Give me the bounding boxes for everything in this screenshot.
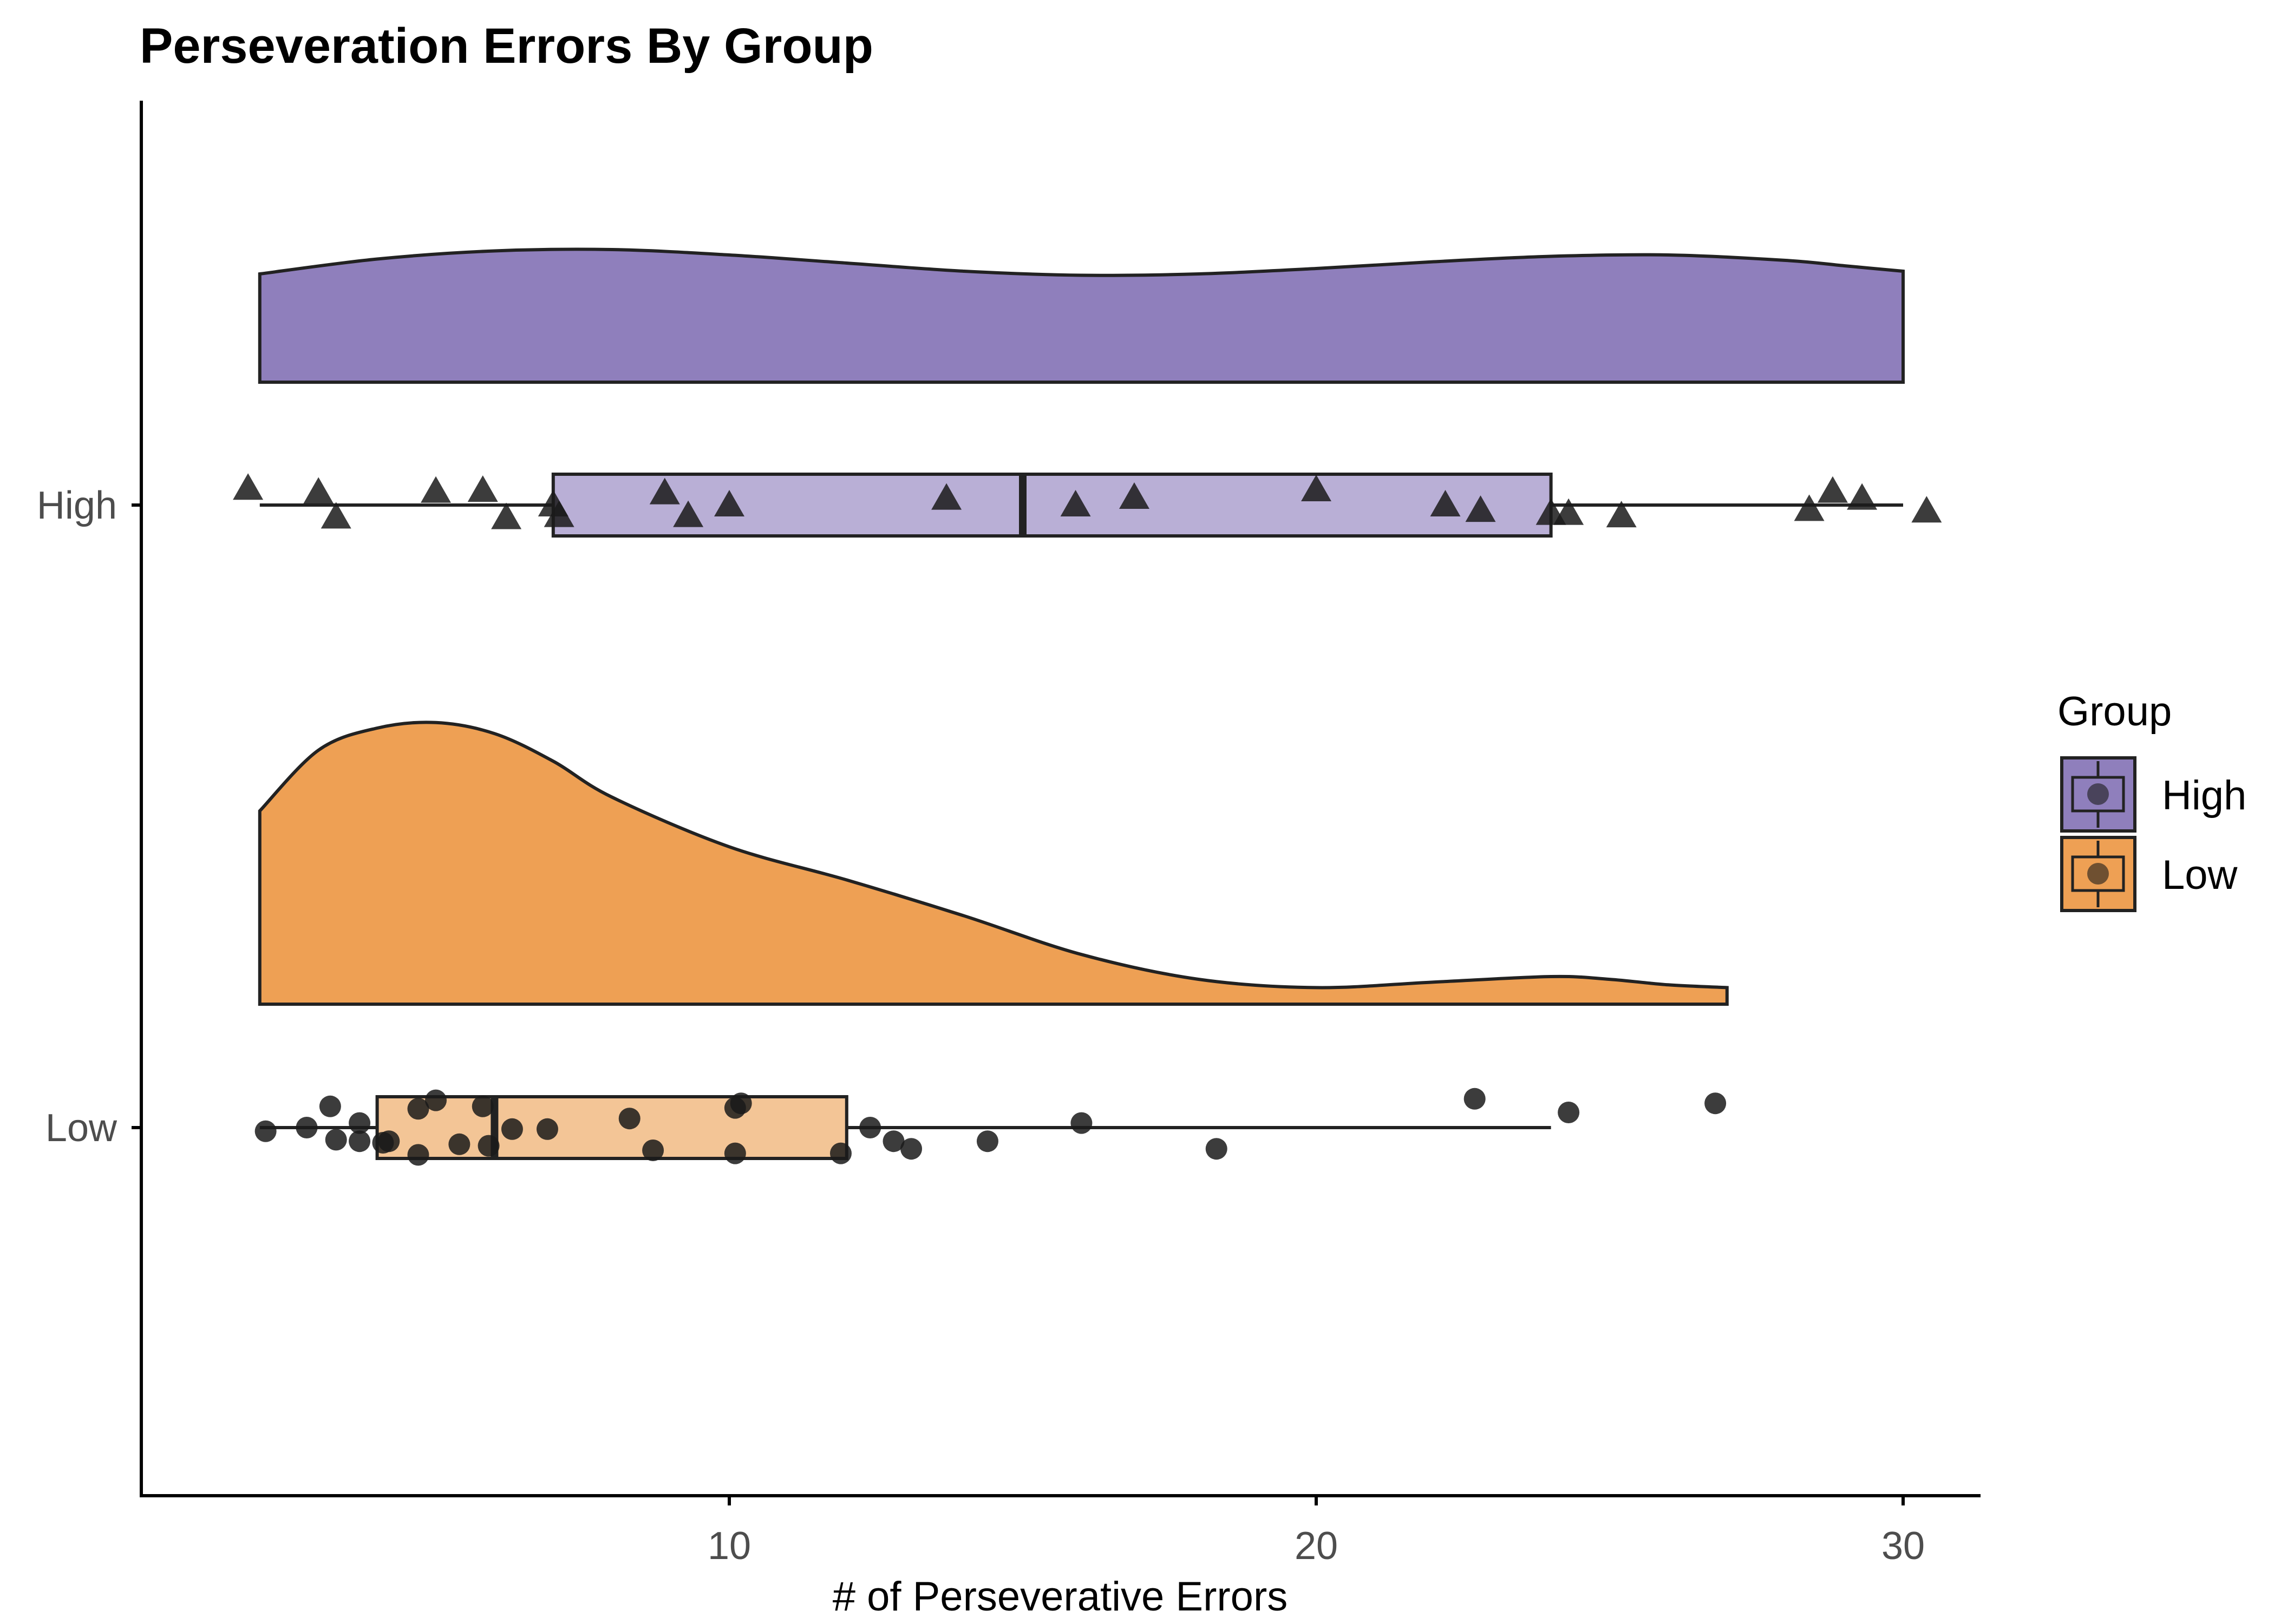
point-high (233, 473, 264, 500)
legend-title: Group (2057, 689, 2172, 735)
x-tick-label: 20 (1295, 1524, 1338, 1568)
point-high (1817, 476, 1848, 503)
point-high (1606, 501, 1637, 528)
x-tick-label: 30 (1881, 1524, 1925, 1568)
point-low (349, 1130, 371, 1152)
point-low (1558, 1102, 1580, 1123)
legend-key-point (2087, 783, 2109, 805)
point-high (1301, 475, 1331, 501)
point-low (1205, 1138, 1227, 1160)
point-low (254, 1120, 277, 1142)
point-low (425, 1089, 447, 1111)
point-high (321, 502, 351, 529)
box-low (375, 1095, 848, 1160)
point-low (325, 1129, 347, 1151)
point-low (296, 1117, 318, 1138)
point-high (467, 475, 498, 502)
point-high (1794, 494, 1825, 521)
point-low (883, 1130, 905, 1152)
point-low (730, 1092, 752, 1115)
legend-label-low: Low (2162, 852, 2238, 898)
point-high (421, 476, 451, 503)
point-low (501, 1118, 523, 1140)
point-high (649, 477, 680, 505)
density-low (258, 721, 1729, 1006)
legend-key-point (2087, 863, 2109, 885)
point-low (407, 1098, 429, 1120)
x-axis-title: # of Perseverative Errors (833, 1574, 1288, 1620)
legend: Group High Low (2057, 689, 2246, 912)
point-high (673, 500, 704, 527)
point-low (1070, 1112, 1093, 1134)
point-low (900, 1138, 923, 1160)
point-low (349, 1112, 371, 1134)
point-low (407, 1144, 429, 1166)
point-high (491, 502, 522, 529)
y-tick-label-low: Low (45, 1106, 117, 1150)
point-low (319, 1095, 341, 1117)
point-high (714, 490, 744, 516)
point-high (931, 483, 962, 510)
density-high (258, 247, 1905, 384)
axes: High Low 10 20 30 (37, 101, 1981, 1568)
point-high (1465, 495, 1496, 522)
chart-title: Perseveration Errors By Group (140, 18, 873, 74)
point-low (1463, 1088, 1486, 1110)
point-low (724, 1142, 746, 1164)
point-low (1704, 1092, 1727, 1115)
point-low (536, 1118, 558, 1140)
point-low (618, 1108, 641, 1130)
point-low (642, 1140, 664, 1161)
point-low (976, 1130, 998, 1152)
point-high (1119, 482, 1149, 509)
point-low (829, 1142, 852, 1164)
plot-area (233, 247, 1942, 1166)
point-high (544, 500, 574, 527)
legend-label-high: High (2162, 772, 2246, 818)
point-low (478, 1135, 500, 1157)
x-tick-label: 10 (708, 1524, 751, 1568)
point-high (1060, 490, 1091, 516)
point-low (378, 1130, 400, 1152)
point-low (859, 1117, 881, 1138)
point-high (1430, 490, 1461, 516)
point-high (1553, 498, 1584, 525)
y-tick-label-high: High (37, 484, 117, 527)
point-low (472, 1095, 494, 1117)
point-low (448, 1133, 471, 1155)
point-high (303, 477, 334, 504)
point-high (1847, 483, 1878, 510)
point-high (1911, 496, 1942, 523)
